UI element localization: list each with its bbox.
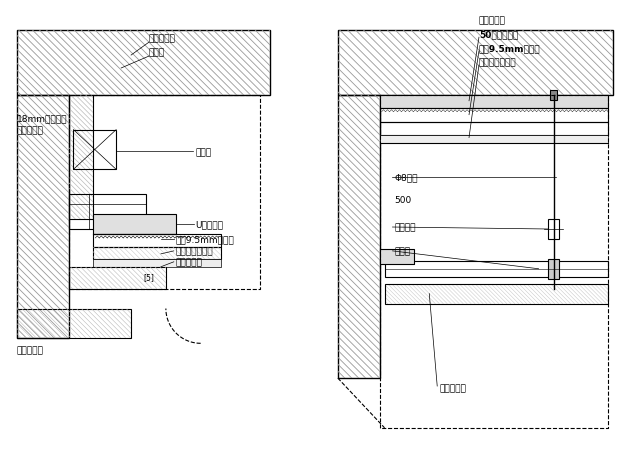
Text: 木龙骨: 木龙骨 xyxy=(196,148,212,157)
Bar xyxy=(17,309,131,339)
Bar xyxy=(379,135,608,143)
Bar xyxy=(17,95,70,339)
Bar xyxy=(379,95,608,108)
Bar xyxy=(70,95,93,219)
Text: 夹层内白胶满涂: 夹层内白胶满涂 xyxy=(176,247,213,256)
Bar xyxy=(70,195,146,230)
Bar xyxy=(338,95,379,378)
Text: 双層9.5mm石膏板: 双層9.5mm石膏板 xyxy=(479,45,540,54)
Text: 500: 500 xyxy=(394,195,412,204)
Bar xyxy=(379,108,608,123)
Text: 放模型石膏: 放模型石膏 xyxy=(17,346,44,355)
Bar xyxy=(73,130,116,170)
Bar xyxy=(379,123,608,135)
Text: 主龙骨: 主龙骨 xyxy=(394,247,410,256)
Text: 定制石膏线: 定制石膏线 xyxy=(17,126,44,135)
Bar xyxy=(70,267,166,289)
Bar xyxy=(93,215,176,235)
Bar xyxy=(17,309,131,339)
Bar xyxy=(550,90,558,101)
Bar xyxy=(93,247,220,259)
Bar xyxy=(384,284,608,304)
Text: 50系轻钉龙骨: 50系轻钉龙骨 xyxy=(479,31,518,39)
Bar xyxy=(70,267,166,289)
Text: 建筑结构层: 建筑结构层 xyxy=(479,17,506,26)
Bar xyxy=(17,95,70,339)
Text: [5]: [5] xyxy=(143,273,154,282)
Bar xyxy=(547,259,560,279)
Text: 定制石膏线: 定制石膏线 xyxy=(439,384,466,393)
Bar xyxy=(547,219,560,240)
Bar xyxy=(17,31,270,95)
Bar xyxy=(379,249,415,264)
Bar xyxy=(338,95,379,378)
Text: 木龙骨: 木龙骨 xyxy=(149,49,165,57)
Text: 夹层内白胶满涂: 夹层内白胶满涂 xyxy=(479,58,516,67)
Text: 放模型石膏: 放模型石膏 xyxy=(176,258,202,267)
Text: 18mm鄄木工板: 18mm鄄木工板 xyxy=(17,114,67,123)
Text: U型边龙骨: U型边龙骨 xyxy=(196,220,224,229)
Text: Φ8带筒: Φ8带筒 xyxy=(394,174,418,182)
Bar xyxy=(93,247,220,259)
Bar xyxy=(338,31,613,95)
Bar xyxy=(17,31,270,95)
Bar xyxy=(384,284,608,304)
Bar xyxy=(384,261,608,277)
Text: 双層9.5mm石膏板: 双層9.5mm石膏板 xyxy=(176,235,234,244)
Bar xyxy=(70,95,93,219)
Bar xyxy=(338,31,613,95)
Text: 放模型石膏: 放模型石膏 xyxy=(149,34,176,44)
Bar xyxy=(93,259,220,267)
Bar xyxy=(93,235,220,247)
Text: 主龙吸件: 主龙吸件 xyxy=(394,223,416,232)
